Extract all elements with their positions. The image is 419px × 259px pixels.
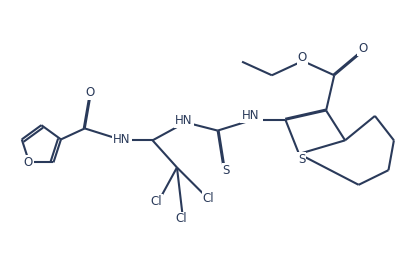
- Text: O: O: [358, 42, 367, 55]
- Text: Cl: Cl: [203, 192, 214, 205]
- Text: S: S: [222, 164, 230, 177]
- Text: HN: HN: [241, 110, 259, 123]
- Text: S: S: [298, 153, 305, 166]
- Text: HN: HN: [175, 114, 193, 127]
- Text: O: O: [23, 156, 33, 169]
- Text: Cl: Cl: [150, 195, 162, 208]
- Text: HN: HN: [113, 133, 130, 146]
- Text: O: O: [85, 86, 95, 99]
- Text: O: O: [297, 51, 307, 64]
- Text: Cl: Cl: [176, 212, 187, 226]
